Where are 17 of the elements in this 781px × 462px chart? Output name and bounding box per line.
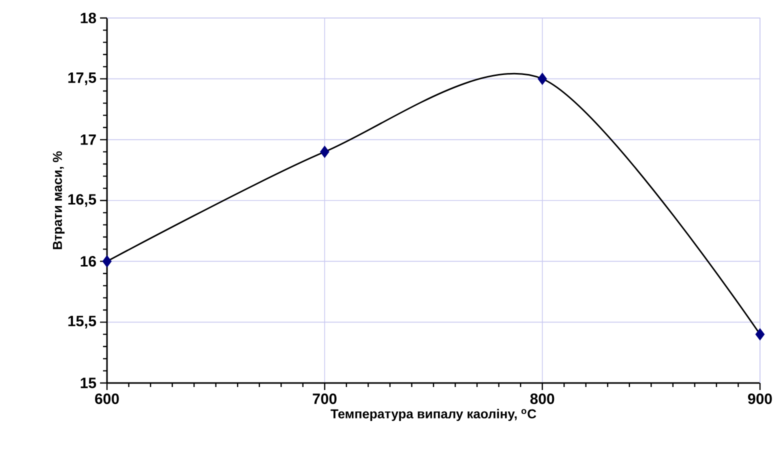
x-axis-title: Температура випалу каоліну, $^{o}$C bbox=[330, 408, 536, 421]
point bbox=[320, 146, 330, 158]
point bbox=[755, 328, 765, 341]
y-tick-label: 18 bbox=[80, 12, 96, 24]
point bbox=[538, 72, 548, 86]
y-axis-title: Втрати маси, % bbox=[52, 151, 65, 250]
y-tick-label: 15,5 bbox=[68, 316, 96, 328]
y-tick-label: 16 bbox=[80, 256, 96, 267]
x-tick-label: 700 bbox=[312, 393, 337, 404]
y-tick-label: 17,5 bbox=[68, 72, 96, 86]
x-tick-label: 600 bbox=[95, 393, 119, 404]
y-tick-label: 16,5 bbox=[68, 194, 96, 207]
x-tick-label: 800 bbox=[530, 393, 554, 404]
y-tick-label: 15 bbox=[80, 378, 96, 388]
point bbox=[102, 255, 112, 268]
x-tick-label: 900 bbox=[748, 393, 772, 404]
y-tick-label: 17 bbox=[80, 134, 96, 145]
